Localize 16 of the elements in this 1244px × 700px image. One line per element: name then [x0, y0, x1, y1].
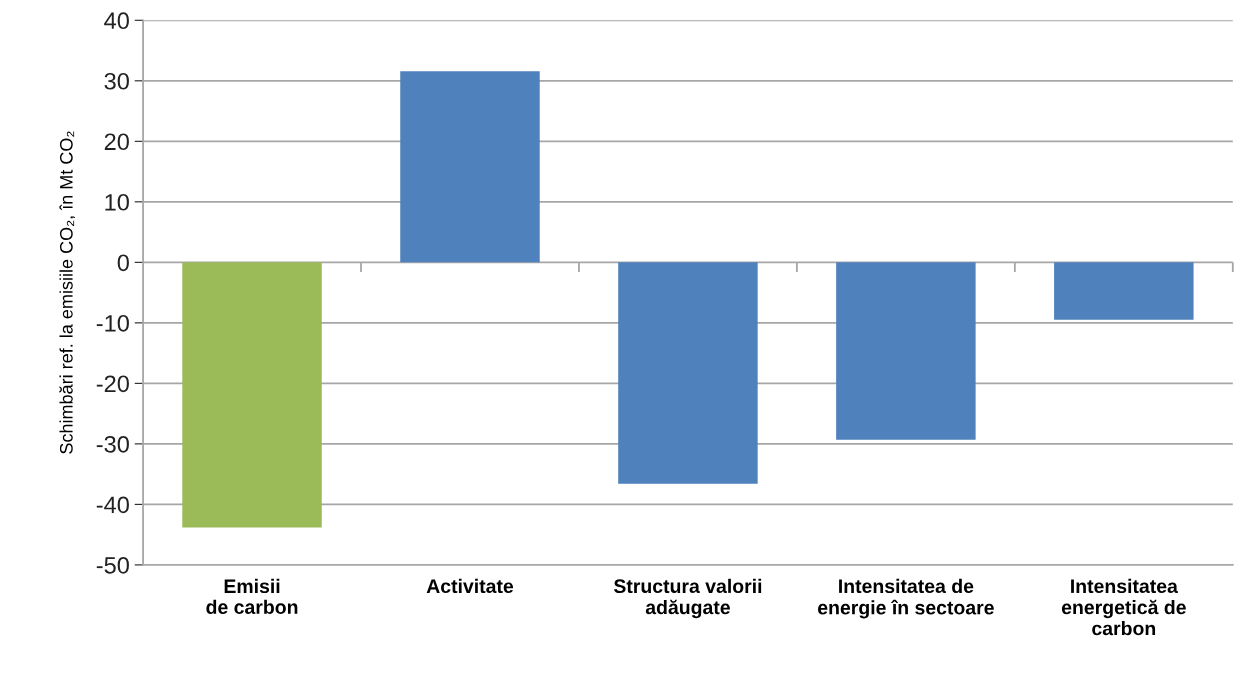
y-tick-label: -50 [96, 556, 129, 574]
y-tick-label: -10 [96, 314, 129, 332]
y-tick-label: -40 [96, 496, 129, 514]
y-tick-label: -20 [96, 375, 129, 393]
y-axis-title: Schimbări ref. la emisiile CO₂, în Mt CO₂ [59, 131, 75, 454]
x-tick-label: Structura valorii adăugate [613, 578, 762, 619]
x-tick-label: Intensitatea energetică de carbon [1061, 578, 1186, 636]
y-tick-label: 0 [117, 254, 129, 272]
x-tick-label: Intensitatea de energie în sectoare [818, 578, 994, 619]
x-tick-label: Activitate [426, 578, 514, 594]
y-tick-label: 30 [104, 72, 129, 90]
y-tick-label: 40 [104, 12, 129, 30]
y-tick-label: 20 [104, 133, 129, 151]
y-tick-label: -30 [96, 435, 129, 453]
x-tick-label: Emisii de carbon [206, 578, 298, 615]
y-tick-label: 10 [105, 193, 129, 211]
